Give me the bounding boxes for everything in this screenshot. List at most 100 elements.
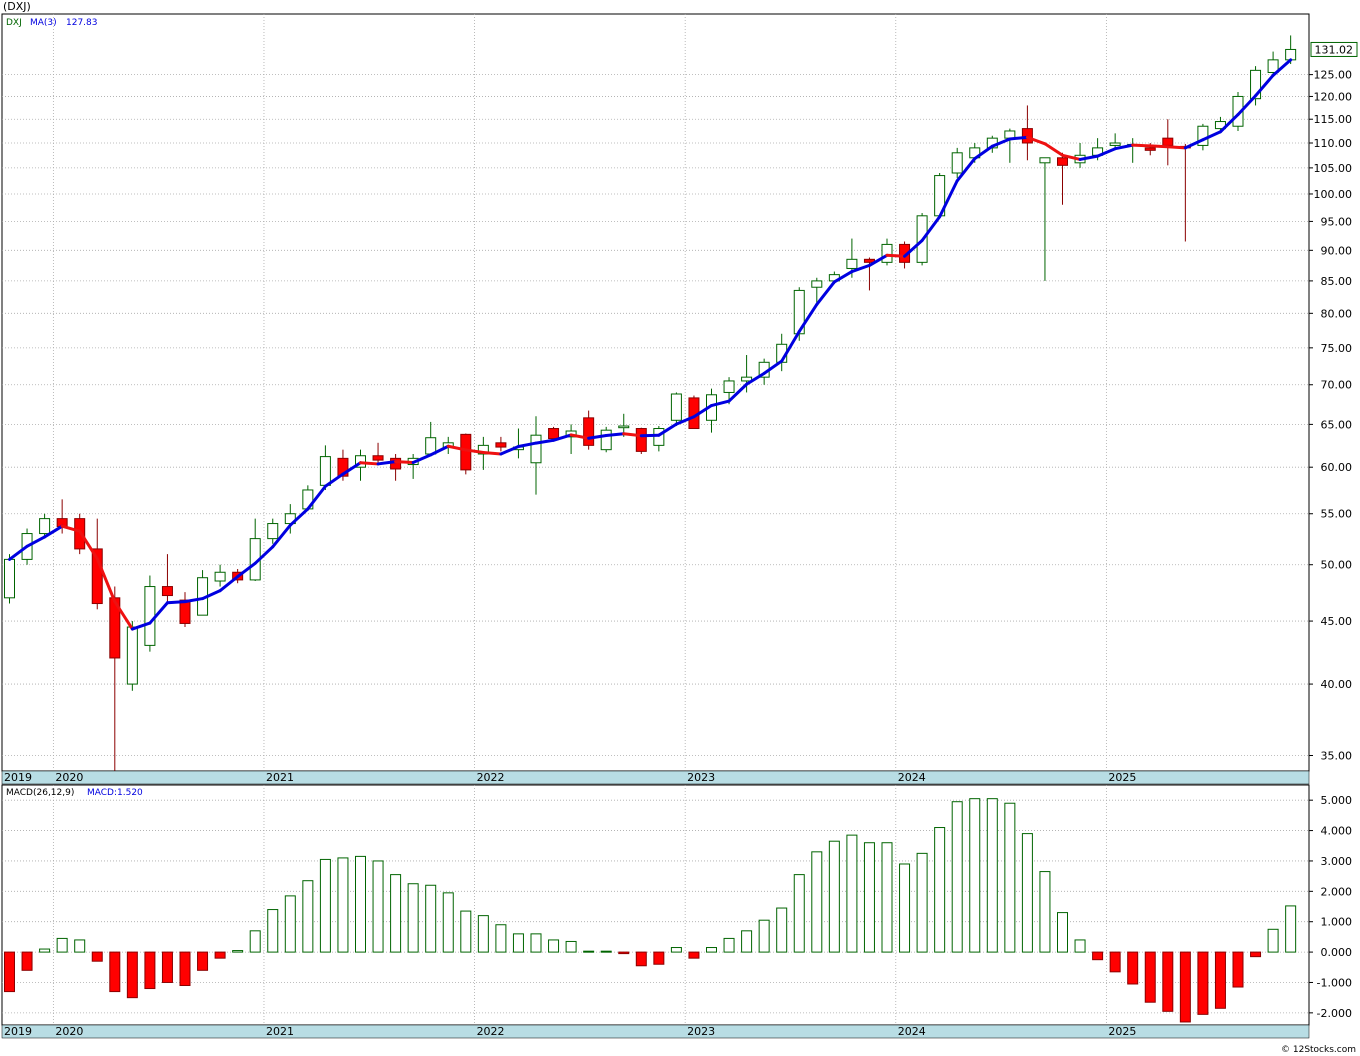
ma-segment — [516, 441, 538, 449]
macd-bar — [1004, 802, 1016, 953]
candle-body — [1144, 147, 1156, 151]
ma-segment — [464, 448, 485, 455]
macd-bar — [197, 951, 209, 971]
macd-bar — [653, 951, 665, 965]
ma-segment — [376, 460, 398, 466]
price-ytick-label: 70.00 — [1321, 379, 1353, 392]
macd-bar — [811, 851, 823, 953]
ma-segment — [745, 371, 766, 386]
macd-bar — [1021, 833, 1033, 953]
macd-x-label-2021: 2021 — [266, 1025, 294, 1038]
ma-segment — [1271, 58, 1293, 77]
price-ytick-label: 65.00 — [1321, 418, 1353, 431]
candle-body — [4, 558, 15, 599]
ma-segment — [446, 444, 468, 452]
price-ytick-label: 55.00 — [1321, 508, 1353, 521]
macd-bar — [1074, 939, 1086, 953]
macd-bar — [442, 892, 454, 953]
macd-bar — [372, 860, 384, 953]
macd-bar — [1057, 912, 1068, 953]
macd-bar — [583, 950, 595, 953]
macd-ytick-label: 1.000 — [1321, 916, 1353, 929]
ma-segment — [481, 451, 503, 456]
ma-segment — [1025, 135, 1047, 146]
ma-segment — [183, 597, 205, 604]
ma-segment — [1008, 135, 1029, 141]
ma-segment — [8, 544, 29, 561]
footer-credit: © 12Stocks.com — [1281, 1045, 1356, 1055]
ma-segment — [1061, 153, 1082, 161]
ma-segment — [25, 535, 47, 548]
candle-body — [1285, 48, 1297, 61]
ma-segment — [1078, 154, 1100, 161]
macd-bar — [1092, 951, 1104, 961]
ma-segment — [727, 382, 749, 403]
macd-legend-label: MACD(26,12,9) — [6, 788, 74, 798]
macd-bar — [355, 855, 366, 953]
macd-bar — [600, 950, 612, 953]
ma-segment — [832, 270, 854, 284]
ma-segment — [903, 239, 924, 258]
ma-segment — [218, 575, 240, 593]
candle-body — [179, 599, 191, 624]
macd-bar — [407, 883, 419, 953]
macd-bar — [302, 880, 314, 953]
price-ytick-label: 45.00 — [1321, 615, 1353, 628]
ma-segment — [552, 433, 573, 442]
candle-body — [600, 429, 612, 451]
macd-ytick-label: 3.000 — [1321, 855, 1353, 868]
candle-body — [460, 433, 472, 471]
ma-segment — [955, 157, 977, 183]
candle-body — [723, 380, 735, 393]
macd-bar — [1039, 871, 1051, 953]
ma-segment — [1166, 145, 1187, 150]
ma-segment — [674, 415, 696, 426]
ma-segment — [639, 433, 661, 438]
macd-bar — [828, 840, 840, 953]
macd-bar — [39, 948, 51, 953]
candle-body — [1162, 137, 1174, 146]
price-candles — [4, 35, 1297, 771]
ma-segment — [1218, 113, 1240, 134]
ma-segment — [113, 600, 134, 631]
macd-x-label-2019: 2019 — [4, 1025, 32, 1038]
macd-bar — [425, 884, 437, 953]
candle-body — [495, 442, 507, 448]
macd-ytick-label: 5.000 — [1321, 794, 1353, 807]
price-gridlines — [2, 14, 1309, 771]
macd-bar — [109, 951, 121, 993]
macd-bar — [1214, 951, 1226, 1009]
price-x-label-2024: 2024 — [898, 771, 926, 784]
macd-bar — [899, 863, 911, 953]
ma-segment — [201, 589, 222, 601]
macd-bar — [530, 933, 542, 953]
ma-segment — [359, 461, 380, 466]
candle-body — [635, 428, 647, 452]
price-ytick-label: 50.00 — [1321, 559, 1353, 572]
macd-bar — [1285, 905, 1297, 953]
price-x-axis-band — [1, 770, 1310, 785]
macd-bar — [916, 852, 928, 953]
ma-segment — [1131, 143, 1152, 148]
ma-segment — [95, 557, 117, 604]
macd-bar — [319, 858, 331, 953]
macd-bar — [1179, 951, 1191, 1023]
moving-average-line — [8, 58, 1293, 631]
macd-bar — [1127, 951, 1139, 985]
macd-ytick-label: 4.000 — [1321, 825, 1353, 838]
candle-body — [548, 428, 560, 440]
macd-bar — [1250, 951, 1262, 958]
candle-body — [126, 626, 138, 685]
macd-bar — [337, 857, 349, 953]
ma-segment — [271, 523, 292, 549]
macd-bar — [284, 895, 296, 953]
macd-bar — [723, 937, 735, 953]
macd-bar — [881, 842, 893, 953]
ma-segment — [306, 484, 327, 511]
macd-bar — [56, 937, 68, 953]
ma-segment — [43, 524, 64, 539]
macd-ytick-label: -2.000 — [1317, 1007, 1352, 1020]
macd-bar — [863, 842, 875, 953]
price-ytick-label: 85.00 — [1321, 275, 1353, 288]
candle-body — [319, 456, 331, 486]
